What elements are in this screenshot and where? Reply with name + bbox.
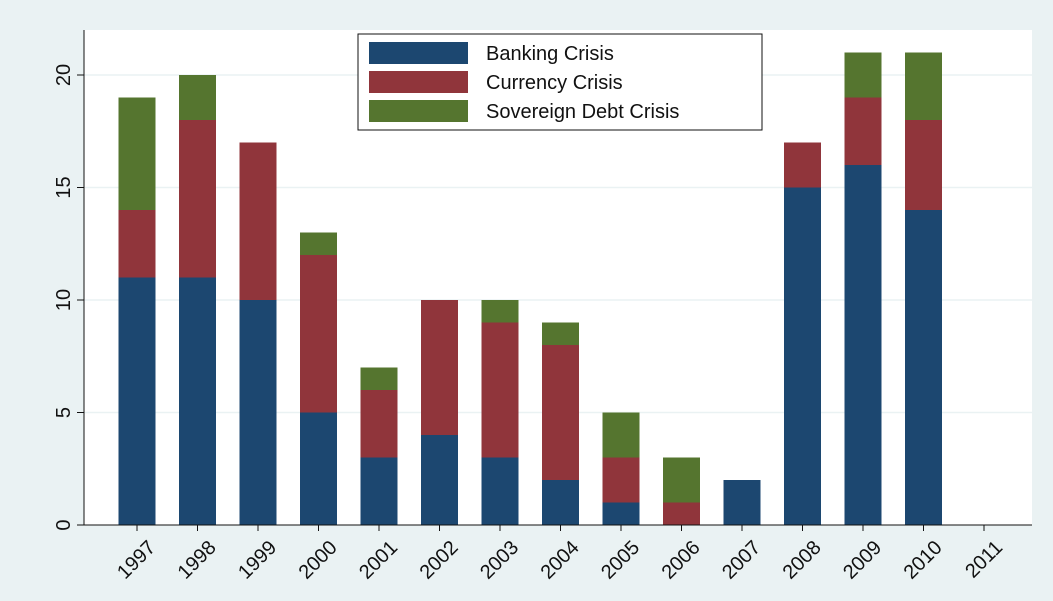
legend-swatch (369, 71, 468, 93)
bar-segment (905, 120, 942, 210)
bar-segment (360, 367, 398, 390)
bar-segment (179, 75, 216, 120)
bar-segment (542, 322, 579, 345)
y-tick-label: 5 (53, 407, 75, 418)
bar-segment (481, 457, 519, 525)
bars (118, 52, 942, 525)
bar-segment (421, 435, 458, 525)
legend-label: Currency Crisis (486, 72, 623, 94)
bar-segment (542, 480, 579, 525)
y-tick-label: 10 (53, 289, 75, 311)
bar-segment (118, 210, 156, 278)
bar-segment (784, 187, 821, 525)
bar-segment (300, 232, 337, 255)
legend: Banking Crisis Currency Crisis Sovereign D… (357, 33, 763, 131)
bar-segment (784, 142, 821, 188)
bar-segment (239, 300, 277, 525)
bar-segment (663, 502, 700, 525)
bar-segment (179, 277, 216, 525)
y-axis-ticks: 0 5 10 15 20 (53, 64, 84, 531)
axes (83, 30, 1032, 526)
legend-swatch (369, 42, 468, 64)
bar-segment (481, 300, 519, 323)
bar-segment (723, 480, 761, 525)
legend-swatch (369, 100, 468, 122)
bar-segment (179, 120, 216, 278)
bar-segment (844, 165, 882, 525)
bar-segment (118, 97, 156, 210)
y-tick-label: 0 (53, 519, 75, 530)
bar-segment (300, 255, 337, 413)
bar-segment (360, 390, 398, 458)
y-tick-label: 20 (53, 64, 75, 86)
bar-segment (844, 52, 882, 98)
bar-segment (602, 412, 640, 458)
bar-segment (663, 457, 700, 503)
bar-segment (542, 345, 579, 480)
bar-segment (602, 502, 640, 525)
bar-segment (602, 457, 640, 503)
bar-segment (360, 457, 398, 525)
bar-segment (300, 412, 337, 525)
legend-label: Sovereign Debt Crisis (486, 101, 679, 123)
bar-segment (905, 52, 942, 120)
bar-segment (481, 322, 519, 458)
legend-label: Banking Crisis (486, 43, 614, 65)
bar-segment (844, 97, 882, 165)
bar-segment (421, 300, 458, 435)
bar-segment (905, 210, 942, 525)
bar-segment (239, 142, 277, 300)
y-tick-label: 15 (53, 176, 75, 198)
bar-segment (118, 277, 156, 525)
